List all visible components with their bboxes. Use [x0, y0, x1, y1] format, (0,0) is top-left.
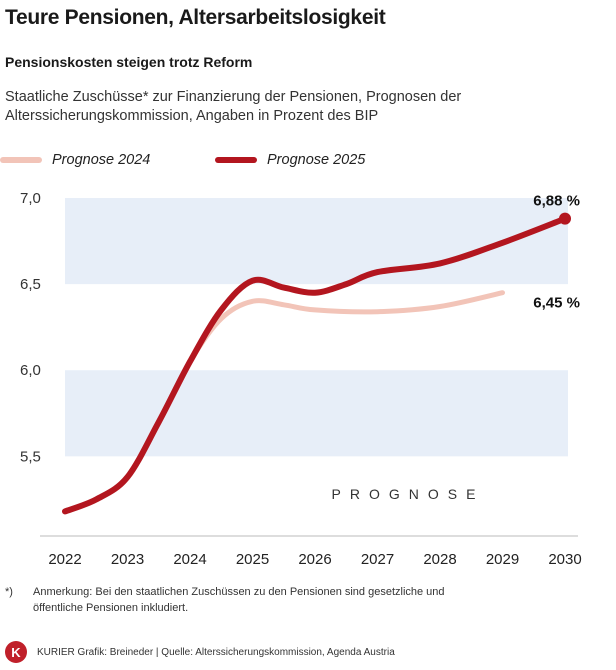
x-tick-label: 2024	[173, 551, 206, 568]
y-tick-label: 7,0	[20, 190, 41, 207]
x-tick-label: 2030	[548, 551, 581, 568]
x-tick-label: 2023	[111, 551, 144, 568]
band-0	[65, 370, 568, 457]
legend-item-2025: Prognose 2025	[215, 152, 365, 168]
band-1	[65, 198, 568, 285]
legend: Prognose 2024 Prognose 2025	[0, 152, 616, 176]
x-tick-label: 2026	[298, 551, 331, 568]
end-label-2024: 6,45 %	[533, 295, 580, 312]
y-tick-label: 6,5	[20, 276, 41, 293]
prognose-annotation: PROGNOSE	[332, 486, 485, 502]
x-tick-label: 2028	[423, 551, 456, 568]
x-tick-label: 2027	[361, 551, 394, 568]
credit-line: K KURIER Grafik: Breineder | Quelle: Alt…	[5, 640, 395, 664]
x-tick-label: 2025	[236, 551, 269, 568]
y-tick-label: 5,5	[20, 448, 41, 465]
chart-subtitle: Pensionskosten steigen trotz Reform	[5, 54, 253, 70]
legend-swatch-2025	[215, 157, 257, 163]
legend-label-2024: Prognose 2024	[52, 152, 151, 168]
legend-item-2024: Prognose 2024	[0, 152, 150, 168]
footnote-text: Anmerkung: Bei den staatlichen Zuschüsse…	[33, 586, 445, 614]
end-label-2025: 6,88 %	[533, 193, 580, 210]
end-point-2025	[559, 212, 571, 225]
series-line-prognose-2025	[62, 215, 568, 515]
footnote-marker: *)	[5, 586, 13, 598]
y-tick-label: 6,0	[20, 362, 41, 379]
legend-swatch-2024	[0, 157, 42, 163]
footnote: *) Anmerkung: Bei den staatlichen Zuschü…	[5, 584, 473, 616]
kurier-logo: K	[5, 641, 27, 663]
credit-text: KURIER Grafik: Breineder | Quelle: Alter…	[37, 646, 395, 658]
x-tick-label: 2022	[48, 551, 81, 568]
chart-description: Staatliche Zuschüsse* zur Finanzierung d…	[5, 89, 462, 124]
line-chart: 5,5 6,0 6,5 7,0 2022 2023 2024 2025 2026 2027 2028…	[20, 190, 582, 568]
x-tick-label: 2029	[486, 551, 519, 568]
legend-label-2025: Prognose 2025	[267, 152, 366, 168]
chart-title: Teure Pensionen, Altersarbeitslosigkeit	[5, 6, 386, 29]
